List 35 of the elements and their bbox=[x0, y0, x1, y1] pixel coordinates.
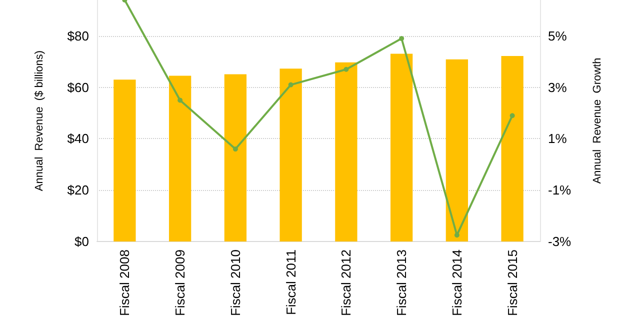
bar bbox=[335, 62, 358, 242]
bar bbox=[446, 59, 468, 242]
y2-axis-title: Annual Revenue Growth bbox=[592, 58, 604, 184]
x-tick-label: Fiscal 2013 bbox=[394, 250, 410, 316]
point bbox=[399, 36, 404, 42]
x-tick-label: Fiscal 2015 bbox=[504, 250, 520, 316]
bar bbox=[114, 80, 136, 242]
point bbox=[344, 66, 349, 72]
y-axis-title: Annual Revenue ($ billions) bbox=[34, 50, 46, 192]
y-tick-label: $0 bbox=[74, 234, 89, 250]
bar bbox=[390, 54, 413, 242]
y-tick-label: $80 bbox=[67, 28, 89, 44]
point bbox=[288, 82, 294, 88]
y-tick-label: $60 bbox=[67, 80, 89, 95]
x-tick-label: Fiscal 2011 bbox=[283, 250, 298, 316]
x-tick-label: Fiscal 2014 bbox=[449, 250, 464, 316]
point bbox=[454, 232, 460, 238]
y2-tick-label: -1% bbox=[548, 182, 572, 198]
y2-tick-label: 5% bbox=[548, 28, 568, 44]
x-tick-label: Fiscal 2008 bbox=[117, 250, 132, 316]
y2-tick-label: -3% bbox=[548, 234, 572, 250]
y-tick-label: $40 bbox=[67, 131, 89, 146]
x-tick-label: Fiscal 2012 bbox=[338, 250, 354, 316]
x-tick-label: Fiscal 2009 bbox=[172, 250, 188, 316]
y2-tick-label: 3% bbox=[548, 80, 568, 95]
bar bbox=[280, 68, 302, 242]
point bbox=[232, 146, 238, 152]
bar bbox=[168, 76, 192, 242]
y-tick-label: $20 bbox=[67, 182, 89, 198]
bar bbox=[224, 74, 247, 242]
bar bbox=[501, 56, 524, 242]
x-tick-label: Fiscal 2010 bbox=[228, 250, 243, 316]
point bbox=[510, 113, 515, 118]
point bbox=[178, 98, 183, 103]
y2-tick-label: 1% bbox=[548, 131, 568, 146]
